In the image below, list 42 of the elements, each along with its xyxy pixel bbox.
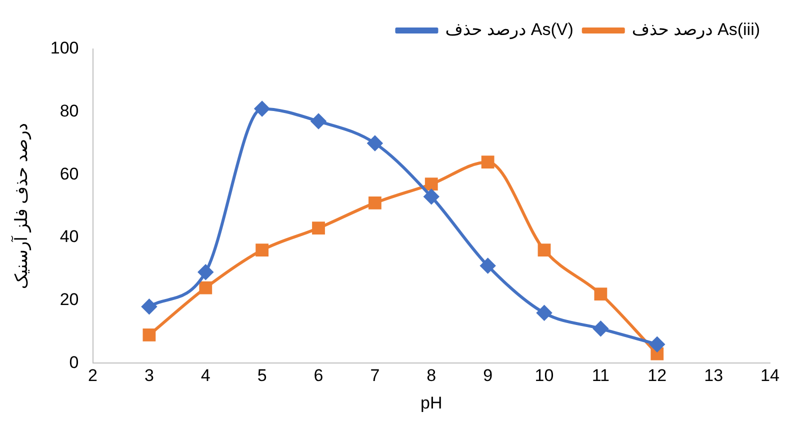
point [368, 196, 382, 210]
point [481, 156, 494, 169]
x-tick-label: 9 [483, 366, 493, 386]
point [198, 264, 214, 280]
point [594, 288, 608, 301]
x-axis-title: pH [420, 393, 442, 412]
x-tick-label: 5 [257, 366, 267, 386]
y-axis-title: درصد حذف فلز آرسنیک [10, 123, 32, 290]
x-tick-label: 6 [314, 366, 324, 386]
point [256, 244, 269, 257]
point [199, 281, 212, 294]
y-tick-label: 40 [60, 227, 79, 246]
point [424, 189, 439, 204]
y-tick-label: 80 [60, 102, 79, 121]
point [311, 114, 326, 129]
legend-label: درصد حذف As(iii) [632, 20, 760, 40]
point [650, 336, 665, 352]
point [536, 305, 552, 320]
point [312, 222, 325, 235]
y-tick-label: 0 [69, 352, 79, 372]
y-tick-label: 20 [60, 290, 79, 310]
legend-label: درصد حذف As(V) [445, 20, 574, 40]
x-tick-label: 8 [426, 366, 436, 386]
x-tick-label: 10 [534, 366, 554, 386]
point [480, 258, 496, 274]
point [593, 321, 608, 336]
x-tick-label: 2 [88, 366, 98, 386]
x-tick-label: 11 [592, 366, 610, 386]
point [142, 299, 157, 314]
point [142, 328, 156, 342]
y-tick-label: 100 [50, 38, 79, 58]
point [254, 101, 270, 116]
x-tick-label: 7 [370, 366, 380, 386]
y-tick-label: 60 [60, 164, 79, 184]
x-tick-label: 13 [704, 366, 724, 386]
point [367, 136, 382, 151]
point [538, 244, 551, 257]
x-tick-label: 3 [144, 366, 154, 386]
point [424, 178, 438, 191]
x-tick-label: 14 [760, 366, 780, 386]
x-tick-label: 4 [200, 366, 210, 386]
x-tick-label: 12 [648, 366, 667, 386]
